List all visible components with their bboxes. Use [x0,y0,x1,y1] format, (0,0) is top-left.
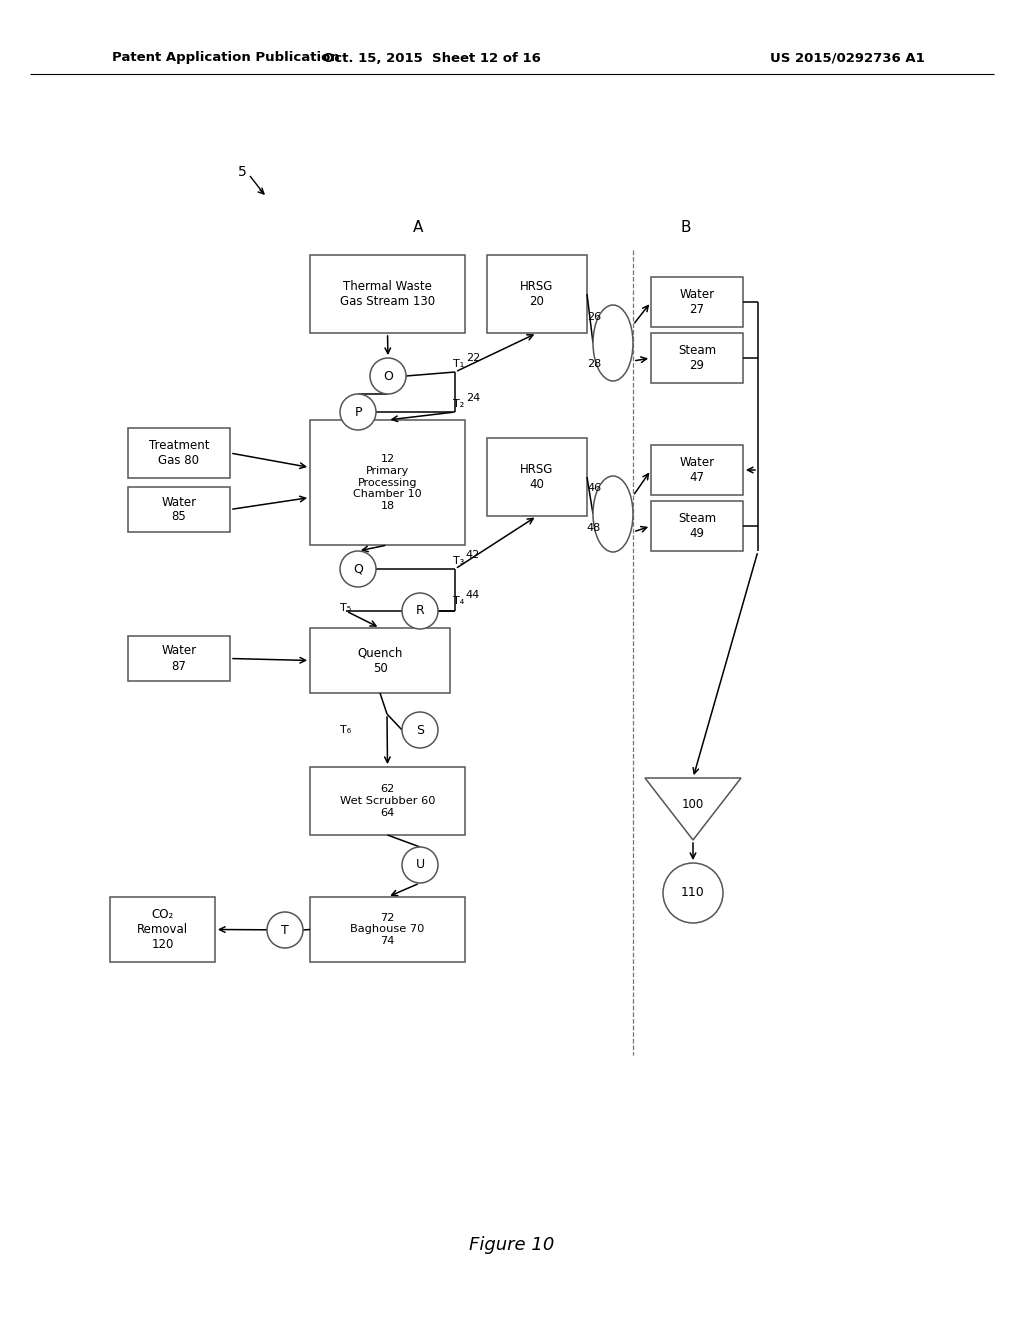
Text: HRSG
40: HRSG 40 [520,463,554,491]
Text: 5: 5 [238,165,247,180]
FancyBboxPatch shape [651,333,743,383]
Ellipse shape [593,305,633,381]
Text: 48: 48 [587,523,601,533]
Text: 28: 28 [587,359,601,370]
Circle shape [267,912,303,948]
Polygon shape [645,777,741,840]
Text: U: U [416,858,425,871]
Text: Quench
50: Quench 50 [357,647,402,675]
Text: US 2015/0292736 A1: US 2015/0292736 A1 [770,51,925,65]
Text: 62
Wet Scrubber 60
64: 62 Wet Scrubber 60 64 [340,784,435,817]
Text: T₆: T₆ [340,725,351,735]
FancyBboxPatch shape [651,277,743,327]
FancyBboxPatch shape [128,636,230,681]
Text: 42: 42 [466,550,480,560]
Circle shape [370,358,406,393]
Circle shape [663,863,723,923]
Text: Patent Application Publication: Patent Application Publication [112,51,340,65]
FancyBboxPatch shape [651,445,743,495]
Text: O: O [383,370,393,383]
Text: Water
85: Water 85 [162,495,197,524]
FancyBboxPatch shape [128,487,230,532]
Text: Q: Q [353,562,362,576]
Text: Thermal Waste
Gas Stream 130: Thermal Waste Gas Stream 130 [340,280,435,308]
Text: 100: 100 [682,797,705,810]
Text: B: B [681,220,691,235]
Text: 44: 44 [466,590,480,601]
Text: T₂: T₂ [454,399,465,409]
Text: 24: 24 [466,393,480,403]
FancyBboxPatch shape [110,898,215,962]
Text: Water
27: Water 27 [680,288,715,315]
Text: R: R [416,605,424,618]
Text: 110: 110 [681,887,705,899]
Ellipse shape [593,477,633,552]
FancyBboxPatch shape [310,255,465,333]
FancyBboxPatch shape [310,420,465,545]
Text: 26: 26 [587,312,601,322]
FancyBboxPatch shape [651,502,743,550]
Text: 22: 22 [466,352,480,363]
FancyBboxPatch shape [310,898,465,962]
Text: Treatment
Gas 80: Treatment Gas 80 [148,440,209,467]
Text: A: A [413,220,423,235]
Text: T: T [282,924,289,936]
FancyBboxPatch shape [128,428,230,478]
Circle shape [340,393,376,430]
Text: Steam
29: Steam 29 [678,345,716,372]
FancyBboxPatch shape [487,438,587,516]
Text: 46: 46 [587,483,601,492]
Text: T₁: T₁ [454,359,465,370]
Text: Oct. 15, 2015  Sheet 12 of 16: Oct. 15, 2015 Sheet 12 of 16 [323,51,541,65]
Circle shape [402,593,438,630]
Text: P: P [354,405,361,418]
Circle shape [402,711,438,748]
FancyBboxPatch shape [310,628,450,693]
FancyBboxPatch shape [487,255,587,333]
Text: T₅: T₅ [340,603,351,612]
Text: Steam
49: Steam 49 [678,512,716,540]
Text: 72
Baghouse 70
74: 72 Baghouse 70 74 [350,913,425,946]
Text: Water
47: Water 47 [680,455,715,484]
Text: Water
87: Water 87 [162,644,197,672]
Text: T₄: T₄ [454,597,465,606]
Circle shape [402,847,438,883]
Text: T₃: T₃ [454,556,465,566]
Text: S: S [416,723,424,737]
FancyBboxPatch shape [310,767,465,836]
Text: Figure 10: Figure 10 [469,1236,555,1254]
Text: HRSG
20: HRSG 20 [520,280,554,308]
Text: 12
Primary
Processing
Chamber 10
18: 12 Primary Processing Chamber 10 18 [353,454,422,511]
Circle shape [340,550,376,587]
Text: CO₂
Removal
120: CO₂ Removal 120 [137,908,188,950]
